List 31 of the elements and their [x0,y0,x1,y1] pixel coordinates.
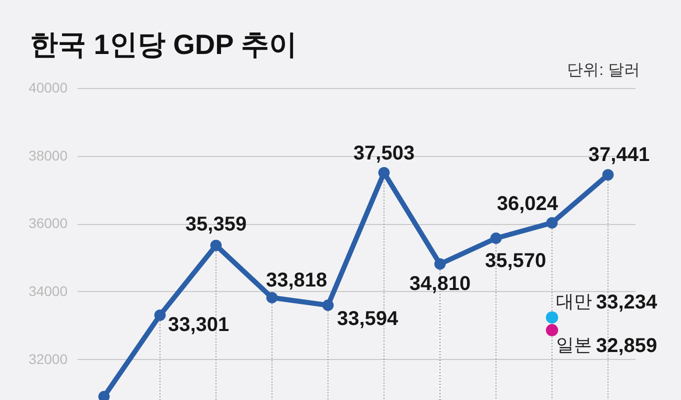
point [490,232,502,244]
data-label: 33,301 [168,314,230,336]
series-label: 대만 [556,291,592,312]
data-label: 33,234 [596,291,658,314]
text: 단위: 달러 [567,62,640,79]
y-tick-label: 36000 [28,215,68,232]
point [210,240,222,252]
point [546,217,558,229]
y-tick-label: 34000 [28,282,68,299]
data-label: 33,594 [337,308,400,330]
point [378,166,390,178]
y-tick-label: 32000 [28,350,68,367]
y-tick-label: 40000 [28,80,68,96]
series-label: 일본 [556,335,592,356]
data-label: 35,359 [185,213,247,236]
data-label: 34,810 [409,273,471,296]
point [434,258,446,270]
data-label: 37,503 [353,142,415,165]
point [546,324,558,336]
point [266,292,278,304]
data-label: 36,024 [496,192,559,215]
y-tick-label: 38000 [28,147,68,164]
chart-title: 한국 1인당 GDP 추이 [30,29,298,60]
data-label: 37,441 [588,144,650,166]
data-label: 32,859 [596,335,658,358]
point [546,311,558,324]
data-label: 33,818 [266,270,328,292]
point [322,300,334,311]
point [154,309,166,321]
data-label: 35,570 [485,250,546,272]
point [602,169,614,180]
